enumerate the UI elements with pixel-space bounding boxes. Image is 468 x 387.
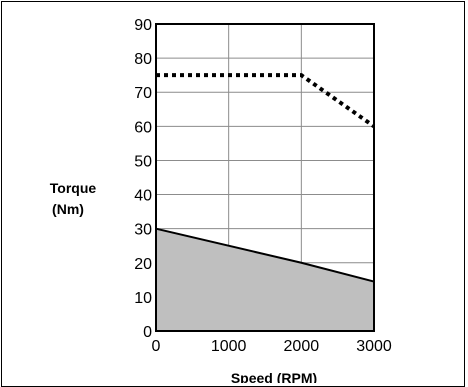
y-tick-label-30: 30 xyxy=(134,222,152,239)
x-tick-label-1000: 1000 xyxy=(211,338,247,355)
series-layer xyxy=(155,73,376,331)
x-tick-label-3000: 3000 xyxy=(356,338,392,355)
x-axis-title: Speed (RPM) xyxy=(231,370,317,383)
y-tick-label-40: 40 xyxy=(134,188,152,205)
y-tick-label-90: 90 xyxy=(134,17,152,34)
x-tick-label-0: 0 xyxy=(152,338,161,355)
y-tick-label-70: 70 xyxy=(134,85,152,102)
plot-area-border xyxy=(155,23,375,332)
y-axis-title-line-2: (Nm) xyxy=(52,201,84,217)
y-tick-label-60: 60 xyxy=(134,119,152,136)
y-axis-title-line-1: Torque xyxy=(50,180,97,196)
area-fill-series-2 xyxy=(156,228,374,331)
y-tick-label-80: 80 xyxy=(134,51,152,68)
tick-labels: 0 10 20 30 40 50 60 70 80 90 0 1000 2000 3000 xyxy=(134,17,392,355)
y-tick-label-20: 20 xyxy=(134,256,152,273)
y-tick-label-50: 50 xyxy=(134,153,152,170)
area-line-series-2 xyxy=(155,227,375,283)
y-tick-label-0: 0 xyxy=(143,324,152,341)
x-tick-label-2000: 2000 xyxy=(284,338,320,355)
y-tick-label-10: 10 xyxy=(134,290,152,307)
dotted-line-series-1 xyxy=(156,73,376,128)
